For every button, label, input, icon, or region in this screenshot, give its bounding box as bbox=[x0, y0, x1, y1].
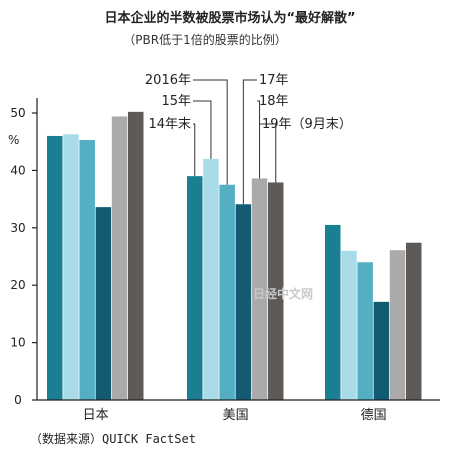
bar bbox=[111, 116, 128, 400]
y-tick-label: 10 bbox=[10, 336, 25, 350]
y-tick-label: 30 bbox=[10, 221, 25, 235]
y-tick-label: 40 bbox=[10, 163, 25, 177]
legend: 2016年 15年 14年末 17年 18年 19年（9月末） bbox=[145, 73, 352, 205]
bar bbox=[268, 182, 284, 400]
bar bbox=[79, 139, 95, 400]
bar bbox=[95, 207, 112, 400]
bar bbox=[187, 176, 203, 400]
legend-label: 2016年 bbox=[145, 73, 191, 88]
bar bbox=[219, 184, 235, 400]
bar bbox=[341, 250, 357, 400]
legend-label: 17年 bbox=[259, 73, 289, 88]
category-label: 德国 bbox=[361, 408, 387, 423]
bar bbox=[63, 134, 79, 400]
bar bbox=[251, 178, 268, 400]
category-label: 日本 bbox=[83, 408, 109, 423]
legend-leader-line bbox=[242, 79, 257, 205]
y-axis-ticks: 0 10 20 30 40 50 bbox=[10, 106, 37, 407]
category-labels: 日本 美国 德国 bbox=[83, 408, 387, 423]
bar bbox=[406, 242, 422, 400]
bar bbox=[47, 135, 63, 400]
bar bbox=[235, 204, 252, 400]
category-label: 美国 bbox=[223, 408, 249, 423]
y-tick-label: 0 bbox=[14, 393, 22, 407]
chart-subtitle: （PBR低于1倍的股票的比例） bbox=[123, 32, 286, 47]
legend-label: 18年 bbox=[259, 94, 289, 109]
bar bbox=[203, 158, 219, 400]
legend-label: 15年 bbox=[161, 94, 191, 109]
y-axis-unit: % bbox=[8, 133, 19, 147]
legend-leader-line bbox=[193, 100, 212, 159]
legend-leader-line bbox=[193, 79, 228, 185]
legend-leader-line bbox=[193, 123, 196, 177]
y-tick-label: 20 bbox=[10, 278, 25, 292]
legend-leader-line bbox=[257, 100, 261, 179]
bar bbox=[128, 111, 144, 401]
y-tick-label: 50 bbox=[10, 106, 25, 120]
bar bbox=[325, 224, 341, 400]
source-note: （数据来源）QUICK FactSet bbox=[30, 431, 196, 446]
chart-title: 日本企业的半数被股票市场认为“最好解散” bbox=[104, 10, 355, 26]
legend-label: 19年（9月末） bbox=[262, 117, 352, 132]
bar bbox=[373, 301, 390, 400]
legend-leader-line bbox=[260, 123, 277, 183]
bar-group bbox=[47, 111, 422, 401]
watermark: 日经中文网 bbox=[253, 286, 313, 301]
bar bbox=[389, 250, 406, 400]
legend-label: 14年末 bbox=[148, 117, 191, 132]
bar bbox=[357, 262, 373, 400]
